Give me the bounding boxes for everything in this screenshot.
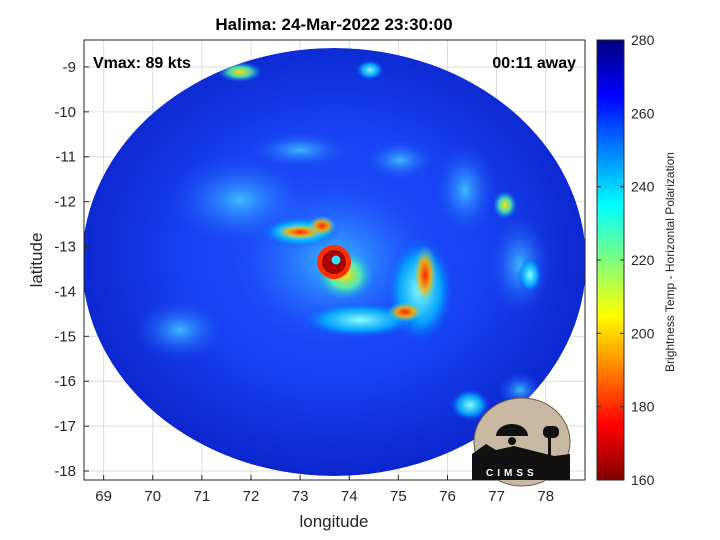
y-tick-label: -17	[54, 418, 76, 435]
colorbar-tick-label: 160	[631, 472, 655, 488]
colorbar: 280 260 240 220 200 180 160 Brightness Temp - …	[596, 32, 677, 488]
y-tick-label: -15	[54, 328, 76, 345]
x-tick-label: 72	[243, 488, 260, 505]
x-tick-label: 71	[194, 488, 211, 505]
plot-frame	[83, 39, 586, 481]
colorbar-label: Brightness Temp - Horizontal Polarizatio…	[663, 152, 677, 372]
x-tick-label: 69	[95, 488, 112, 505]
colorbar-tick-label: 240	[631, 179, 655, 195]
x-tick-label: 70	[144, 488, 161, 505]
colorbar-tick-label: 200	[631, 325, 655, 341]
x-tick-label: 78	[537, 488, 554, 505]
storm-eye	[331, 255, 341, 265]
y-tick-label: -14	[54, 283, 76, 300]
y-tick-label: -10	[54, 104, 76, 121]
x-tick-label: 76	[439, 488, 456, 505]
colorbar-ticks: 280 260 240 220 200 180 160	[597, 32, 655, 488]
colorbar-tick-label: 180	[631, 399, 655, 415]
microwave-swath	[84, 48, 585, 476]
time-away-label: 00:11 away	[492, 55, 576, 72]
latitude-ticks: -9 -10 -11 -12 -13 -14 -15 -16 -17 -18	[54, 59, 89, 480]
y-tick-label: -11	[55, 149, 76, 166]
colorbar-gradient	[596, 39, 625, 481]
y-tick-label: -18	[54, 463, 76, 480]
logo-text: CIMSS	[486, 468, 538, 479]
cimss-logo: CIMSS	[472, 397, 571, 487]
y-axis-label: latitude	[27, 233, 46, 288]
y-tick-label: -13	[54, 239, 76, 256]
longitude-ticks: 69 70 71 72 73 74 75 76 77 78	[95, 475, 554, 505]
x-tick-label: 73	[292, 488, 309, 505]
colorbar-tick-label: 220	[631, 252, 655, 268]
colorbar-tick-label: 280	[631, 32, 655, 48]
vmax-label: Vmax: 89 kts	[93, 55, 191, 72]
y-tick-label: -9	[63, 59, 76, 76]
y-tick-label: -16	[54, 373, 76, 390]
x-tick-label: 77	[488, 488, 505, 505]
plot-title: Halima: 24-Mar-2022 23:30:00	[215, 15, 452, 34]
y-tick-label: -12	[54, 194, 76, 211]
colorbar-tick-label: 260	[631, 105, 655, 121]
x-tick-label: 75	[390, 488, 407, 505]
map-panel: 69 70 71 72 73 74 75 76 77 78 -9 -10 -11 -12 -13 -14 -1…	[54, 39, 586, 505]
x-tick-label: 74	[341, 488, 358, 505]
x-axis-label: longitude	[299, 512, 368, 531]
